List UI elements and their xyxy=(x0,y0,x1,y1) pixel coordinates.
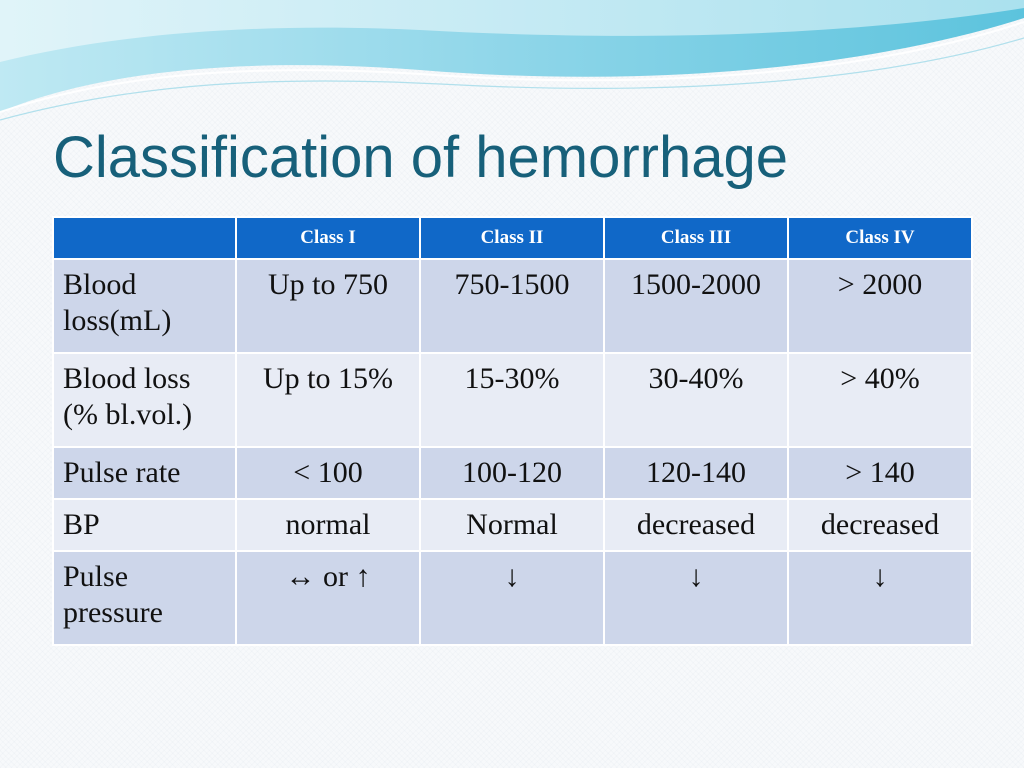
header-cell-empty xyxy=(52,216,237,260)
slide-title: Classification of hemorrhage xyxy=(53,125,789,190)
row-label: Blood loss (% bl.vol.) xyxy=(52,352,237,448)
table-cell: > 2000 xyxy=(787,258,973,354)
table-header-row: Class I Class II Class III Class IV xyxy=(52,216,973,260)
table-row-pulse-rate: Pulse rate < 100 100-120 120-140 > 140 xyxy=(52,446,973,500)
header-cell-class-ii: Class II xyxy=(419,216,605,260)
decorative-waves xyxy=(0,0,1024,121)
table-cell: 100-120 xyxy=(419,446,605,500)
row-label: Pulse pressure xyxy=(52,550,237,646)
table-row-bp: BP normal Normal decreased decreased xyxy=(52,498,973,552)
header-cell-class-i: Class I xyxy=(235,216,421,260)
header-cell-class-iii: Class III xyxy=(603,216,789,260)
table-row-blood-loss-ml: Blood loss(mL) Up to 750 750-1500 1500-2… xyxy=(52,258,973,354)
table-cell: Up to 750 xyxy=(235,258,421,354)
hemorrhage-classification-table: Class I Class II Class III Class IV Bloo… xyxy=(52,216,973,646)
table-cell: Normal xyxy=(419,498,605,552)
table-row-blood-loss-percent: Blood loss (% bl.vol.) Up to 15% 15-30% … xyxy=(52,352,973,448)
table-cell: 30-40% xyxy=(603,352,789,448)
table-cell: ↓ xyxy=(787,550,973,646)
row-label: Blood loss(mL) xyxy=(52,258,237,354)
table-cell: Up to 15% xyxy=(235,352,421,448)
table-cell: > 140 xyxy=(787,446,973,500)
table-cell: > 40% xyxy=(787,352,973,448)
table-cell: ↓ xyxy=(603,550,789,646)
table-cell: ↓ xyxy=(419,550,605,646)
table-cell: ↔ or ↑ xyxy=(235,550,421,646)
row-label: BP xyxy=(52,498,237,552)
table-cell: 1500-2000 xyxy=(603,258,789,354)
header-cell-class-iv: Class IV xyxy=(787,216,973,260)
table-cell: 15-30% xyxy=(419,352,605,448)
table-cell: < 100 xyxy=(235,446,421,500)
table-cell: normal xyxy=(235,498,421,552)
table-cell: decreased xyxy=(787,498,973,552)
table-cell: 120-140 xyxy=(603,446,789,500)
table-row-pulse-pressure: Pulse pressure ↔ or ↑ ↓ ↓ ↓ xyxy=(52,550,973,646)
table-cell: 750-1500 xyxy=(419,258,605,354)
row-label: Pulse rate xyxy=(52,446,237,500)
table-cell: decreased xyxy=(603,498,789,552)
